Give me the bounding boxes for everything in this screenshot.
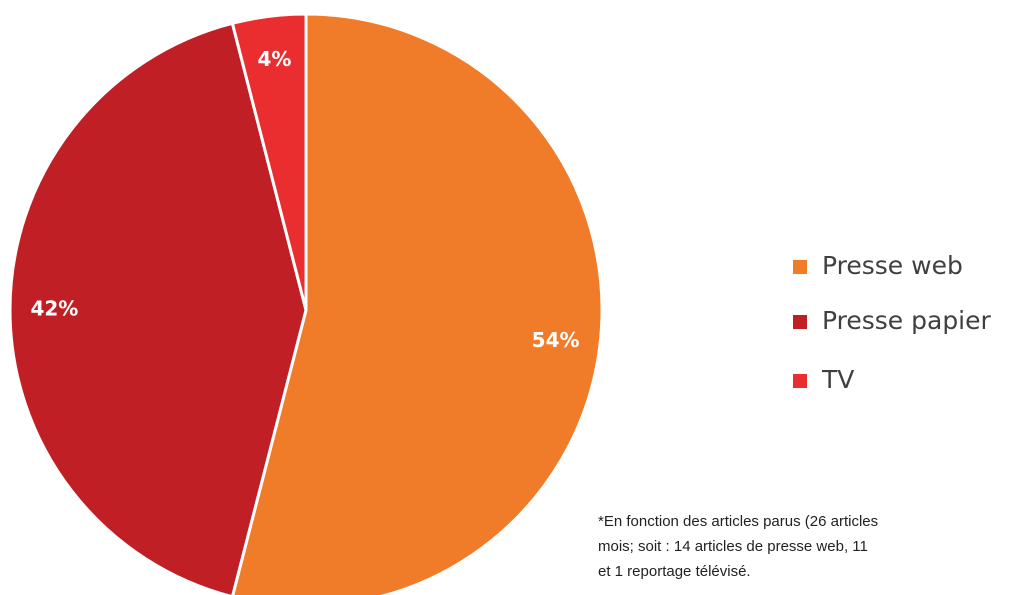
data-label: 54% xyxy=(532,328,580,352)
legend-label: Presse papier xyxy=(822,306,992,335)
data-label: 42% xyxy=(30,297,78,321)
footnote: *En fonction des articles parus (26 arti… xyxy=(598,513,878,530)
legend-label: TV xyxy=(821,365,854,394)
legend-label: Presse web xyxy=(822,251,963,280)
pie-slice xyxy=(230,12,308,311)
footnote: mois; soit : 14 articles de presse web, … xyxy=(598,538,868,555)
pie-slice xyxy=(231,12,604,595)
data-label: 4% xyxy=(257,47,291,71)
footnote: et 1 reportage télévisé. xyxy=(598,563,751,580)
legend-swatch xyxy=(793,260,807,274)
pie-slice xyxy=(8,21,308,595)
legend-swatch xyxy=(793,374,807,388)
legend-swatch xyxy=(793,315,807,329)
